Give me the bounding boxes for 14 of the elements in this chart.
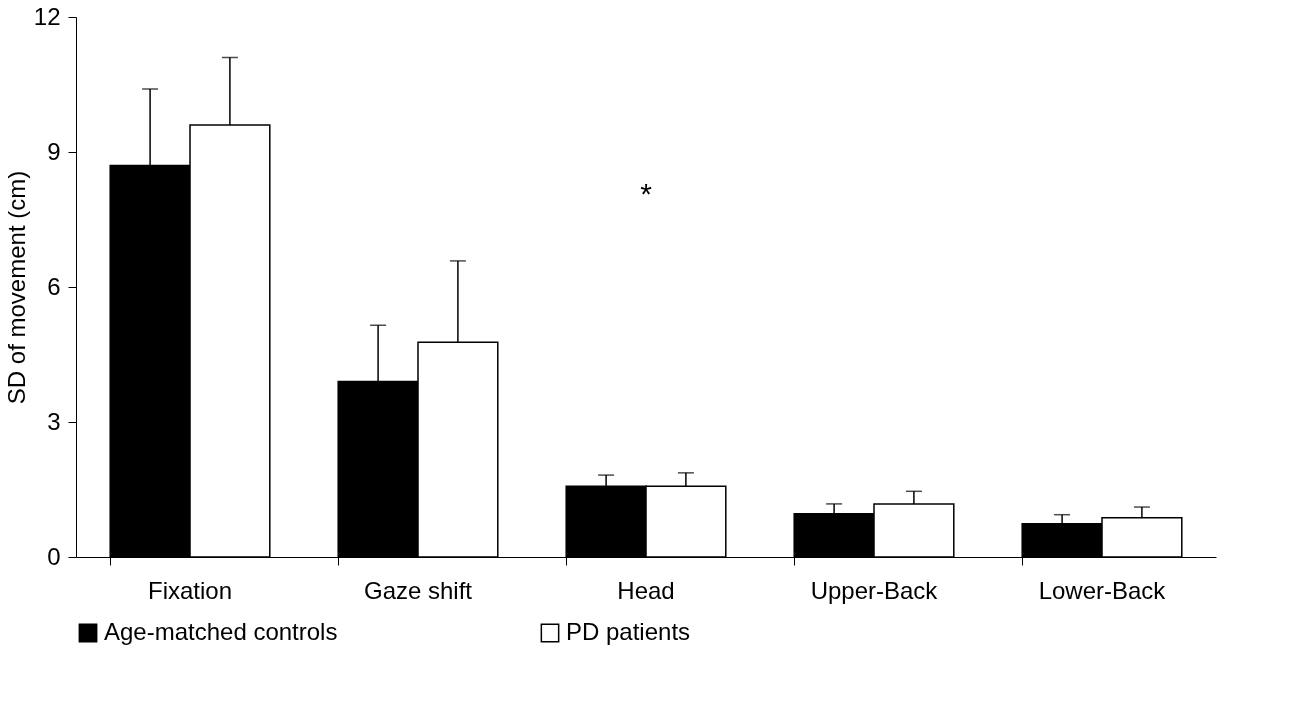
y-tick-label: 6 xyxy=(47,272,61,300)
annotation: * xyxy=(640,177,653,211)
y-tick-label: 0 xyxy=(47,542,61,570)
x-tick-label: Lower-Back xyxy=(1038,576,1167,604)
y-tick-label: 9 xyxy=(47,137,61,165)
x-tick-label: Head xyxy=(617,576,675,604)
x-tick-label: Upper-Back xyxy=(810,576,939,604)
y-tick-label: 12 xyxy=(33,2,61,30)
x-tick-label: Fixation xyxy=(147,576,233,604)
x-tick-label: Gaze shift xyxy=(363,576,473,604)
legend-label: Age-matched controls xyxy=(104,618,338,645)
legend-label: PD patients xyxy=(566,618,691,645)
y-tick-label: 3 xyxy=(47,407,61,435)
y-axis-title: SD of movement (cm) xyxy=(2,170,30,405)
